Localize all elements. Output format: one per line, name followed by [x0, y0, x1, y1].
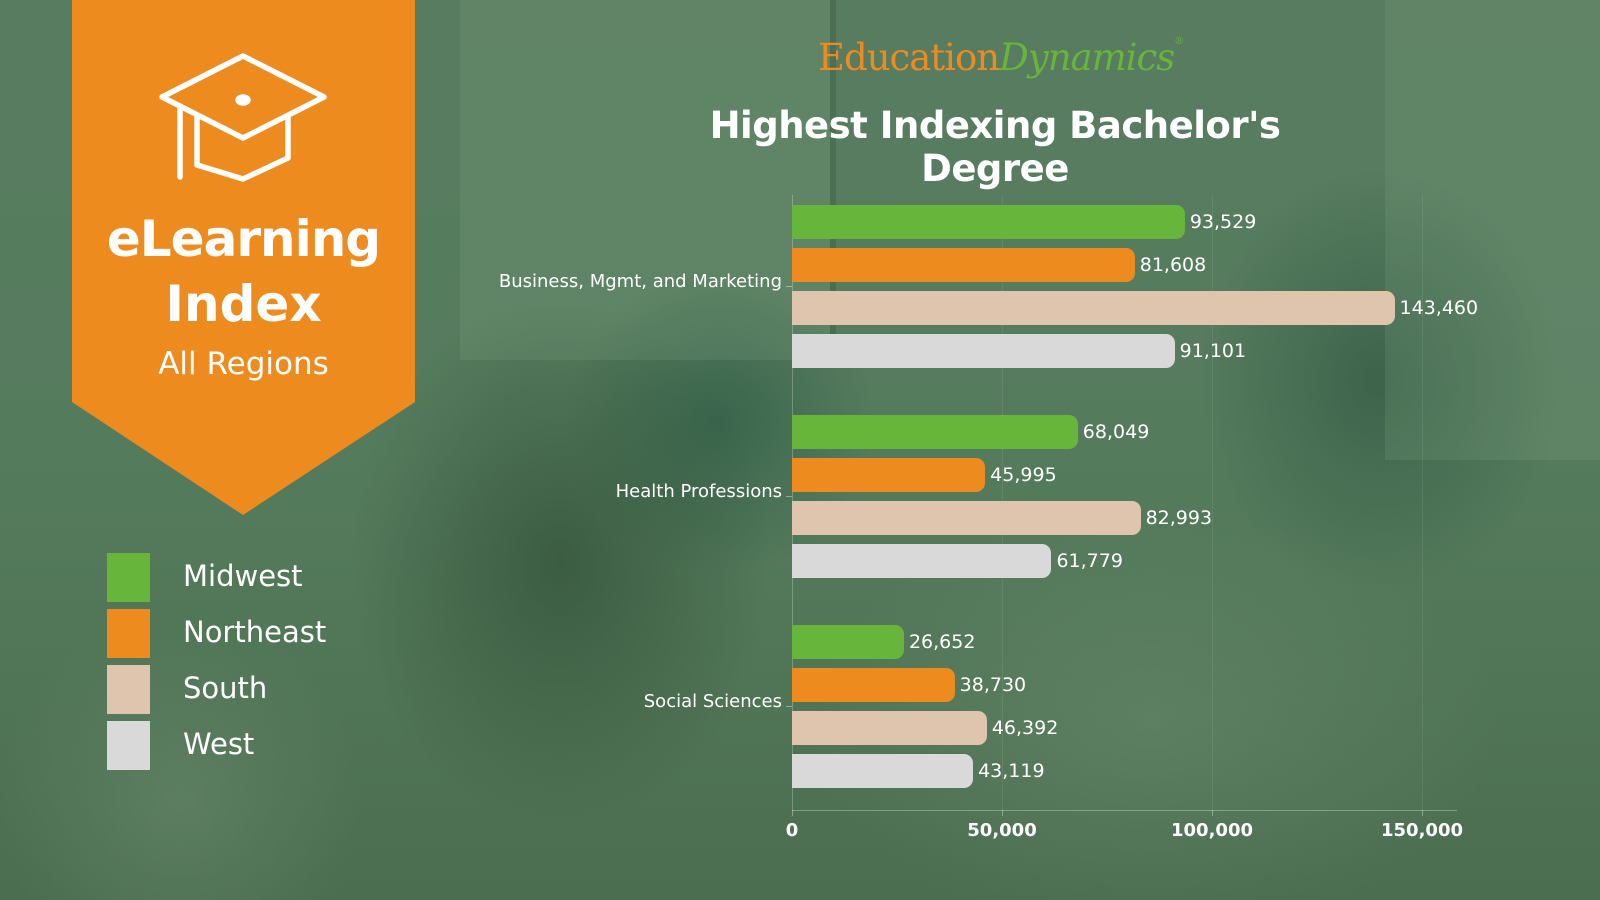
gridline: [1212, 195, 1213, 810]
legend-swatch: [107, 553, 150, 602]
bar-value-label: 46,392: [991, 717, 1059, 739]
bar-midwest: [792, 415, 1078, 449]
banner-title-line2: Index: [165, 275, 322, 333]
education-dynamics-logo: EducationDynamics®: [818, 36, 1184, 79]
logo-part1: Education: [818, 36, 1000, 79]
x-tick: [1212, 810, 1213, 816]
bar-value-label: 45,995: [990, 464, 1057, 486]
x-tick-label: 50,000: [967, 820, 1037, 841]
bar-value-label: 143,460: [1399, 297, 1479, 319]
bar-northeast: [792, 668, 955, 702]
bar-south: [792, 501, 1141, 535]
bar-value-label: 43,119: [978, 760, 1045, 782]
bar-west: [792, 334, 1175, 368]
bar-value-label: 93,529: [1189, 211, 1257, 233]
legend-label: Midwest: [183, 559, 303, 593]
bar-northeast: [792, 248, 1135, 282]
graduation-cap-icon: [159, 53, 327, 182]
bar-value-label: 82,993: [1145, 507, 1213, 529]
x-axis: [792, 810, 1457, 811]
bar-value-label: 26,652: [908, 631, 976, 653]
bar-value-label: 38,730: [959, 674, 1027, 696]
category-label: Health Professions: [615, 481, 782, 502]
gridline: [1422, 195, 1423, 810]
bar-midwest: [792, 625, 904, 659]
banner-title-line1: eLearning: [106, 210, 381, 268]
bar-value-label: 61,779: [1056, 550, 1123, 572]
x-tick-label: 0: [785, 820, 799, 841]
legend-label: Northeast: [183, 615, 327, 649]
background-poster-right: [1385, 0, 1600, 460]
x-tick-label: 100,000: [1171, 820, 1253, 841]
x-tick: [1422, 810, 1423, 816]
category-tick: [786, 706, 792, 707]
legend-label: South: [183, 671, 268, 705]
legend-swatch: [107, 609, 150, 658]
x-tick-label: 150,000: [1381, 820, 1463, 841]
title-banner: [72, 0, 415, 515]
category-label: Social Sciences: [643, 691, 782, 712]
bar-west: [792, 544, 1052, 578]
legend-label: West: [183, 727, 255, 761]
bar-value-label: 68,049: [1082, 421, 1150, 443]
bar-value-label: 81,608: [1139, 254, 1207, 276]
x-tick: [1002, 810, 1003, 816]
background-poster: [460, 0, 836, 360]
registered-mark: ®: [1174, 36, 1184, 47]
category-label: Business, Mgmt, and Marketing: [498, 271, 782, 292]
legend-swatch: [107, 665, 150, 714]
legend-swatch: [107, 721, 150, 770]
bar-northeast: [792, 458, 986, 492]
banner-subtitle: All Regions: [158, 346, 329, 382]
category-tick: [786, 286, 792, 287]
bar-value-label: 91,101: [1179, 340, 1247, 362]
bar-south: [792, 291, 1395, 325]
bar-midwest: [792, 205, 1185, 239]
bar-west: [792, 754, 974, 788]
x-tick: [792, 810, 793, 816]
chart-title: Highest Indexing Bachelor's Degree: [709, 104, 1281, 190]
bar-south: [792, 711, 987, 745]
logo-part2: Dynamics: [999, 36, 1175, 79]
category-tick: [786, 496, 792, 497]
